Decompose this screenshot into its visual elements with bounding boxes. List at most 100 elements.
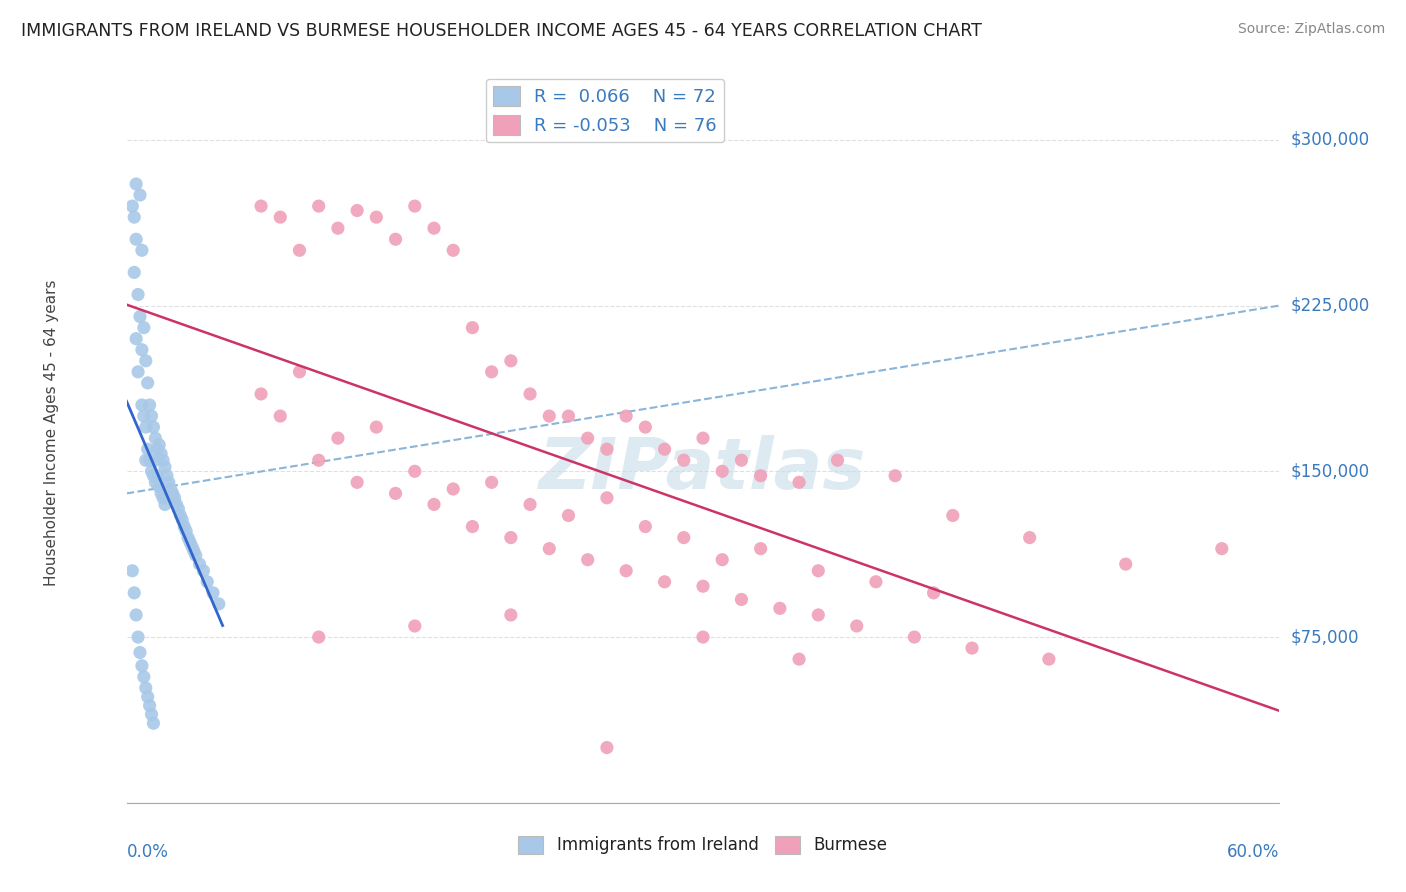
Point (145, 431, 166, 445)
Text: $300,000: $300,000 (1291, 131, 1369, 149)
Point (135, 353, 157, 368)
Point (692, 431, 714, 445)
Point (404, 619, 426, 633)
Point (142, 420, 165, 434)
Point (131, 398, 153, 412)
Point (184, 549, 207, 563)
Point (148, 438, 170, 452)
Point (138, 698, 160, 713)
Point (132, 320, 155, 334)
Point (481, 475, 503, 490)
Point (654, 442, 676, 457)
Point (145, 453, 166, 467)
Point (138, 398, 160, 412)
Point (807, 607, 830, 622)
Point (787, 475, 810, 490)
Point (730, 453, 752, 467)
Point (614, 409, 637, 423)
Point (142, 468, 165, 483)
Point (122, 210, 145, 224)
Point (1211, 541, 1233, 556)
Point (288, 365, 311, 379)
Point (576, 431, 599, 445)
Point (159, 482, 181, 496)
Point (135, 420, 157, 434)
Point (125, 332, 148, 346)
Point (180, 540, 202, 554)
Point (366, 210, 388, 224)
Point (195, 574, 218, 589)
Point (807, 564, 830, 578)
Point (692, 579, 714, 593)
Point (136, 690, 159, 704)
Point (146, 442, 169, 457)
Text: IMMIGRANTS FROM IRELAND VS BURMESE HOUSEHOLDER INCOME AGES 45 - 64 YEARS CORRELA: IMMIGRANTS FROM IRELAND VS BURMESE HOUSE… (21, 22, 981, 40)
Point (672, 531, 695, 545)
Point (150, 486, 173, 500)
Point (145, 475, 166, 490)
Text: ZIPatlas: ZIPatlas (540, 435, 866, 504)
Text: Source: ZipAtlas.com: Source: ZipAtlas.com (1237, 22, 1385, 37)
Point (193, 564, 215, 578)
Point (1115, 557, 1137, 571)
Text: $225,000: $225,000 (1291, 296, 1369, 315)
Point (884, 468, 907, 483)
Point (423, 498, 446, 512)
Point (129, 646, 152, 660)
Point (138, 453, 160, 467)
Point (326, 221, 349, 235)
Point (865, 574, 887, 589)
Point (153, 459, 176, 474)
Point (142, 716, 165, 731)
Point (129, 310, 152, 324)
Point (346, 203, 368, 218)
Point (404, 464, 426, 478)
Point (132, 670, 155, 684)
Point (125, 177, 148, 191)
Point (172, 513, 194, 527)
Point (692, 630, 714, 644)
Point (121, 564, 143, 578)
Point (166, 498, 188, 512)
Point (208, 597, 231, 611)
Point (202, 586, 225, 600)
Point (461, 519, 484, 533)
Point (596, 442, 619, 457)
Point (127, 630, 149, 644)
Point (141, 409, 163, 423)
Point (499, 607, 522, 622)
Point (141, 464, 163, 478)
Point (960, 641, 983, 656)
Point (749, 468, 772, 483)
Point (787, 652, 810, 666)
Text: Householder Income Ages 45 - 64 years: Householder Income Ages 45 - 64 years (44, 279, 59, 586)
Point (269, 409, 291, 423)
Point (654, 574, 676, 589)
Point (125, 232, 148, 246)
Point (136, 442, 159, 457)
Point (135, 453, 157, 467)
Point (922, 586, 945, 600)
Point (122, 586, 145, 600)
Text: $75,000: $75,000 (1291, 628, 1360, 646)
Point (173, 519, 195, 533)
Point (179, 535, 201, 549)
Point (127, 287, 149, 301)
Point (153, 498, 176, 512)
Point (441, 244, 464, 258)
Point (167, 501, 190, 516)
Point (596, 740, 619, 755)
Legend: Immigrants from Ireland, Burmese: Immigrants from Ireland, Burmese (512, 829, 894, 861)
Point (845, 619, 868, 633)
Point (152, 491, 174, 505)
Point (122, 265, 145, 279)
Point (132, 409, 155, 423)
Point (614, 564, 637, 578)
Point (326, 431, 349, 445)
Point (596, 491, 619, 505)
Point (131, 244, 153, 258)
Point (557, 508, 579, 523)
Point (538, 409, 561, 423)
Point (942, 508, 965, 523)
Text: 60.0%: 60.0% (1227, 843, 1279, 861)
